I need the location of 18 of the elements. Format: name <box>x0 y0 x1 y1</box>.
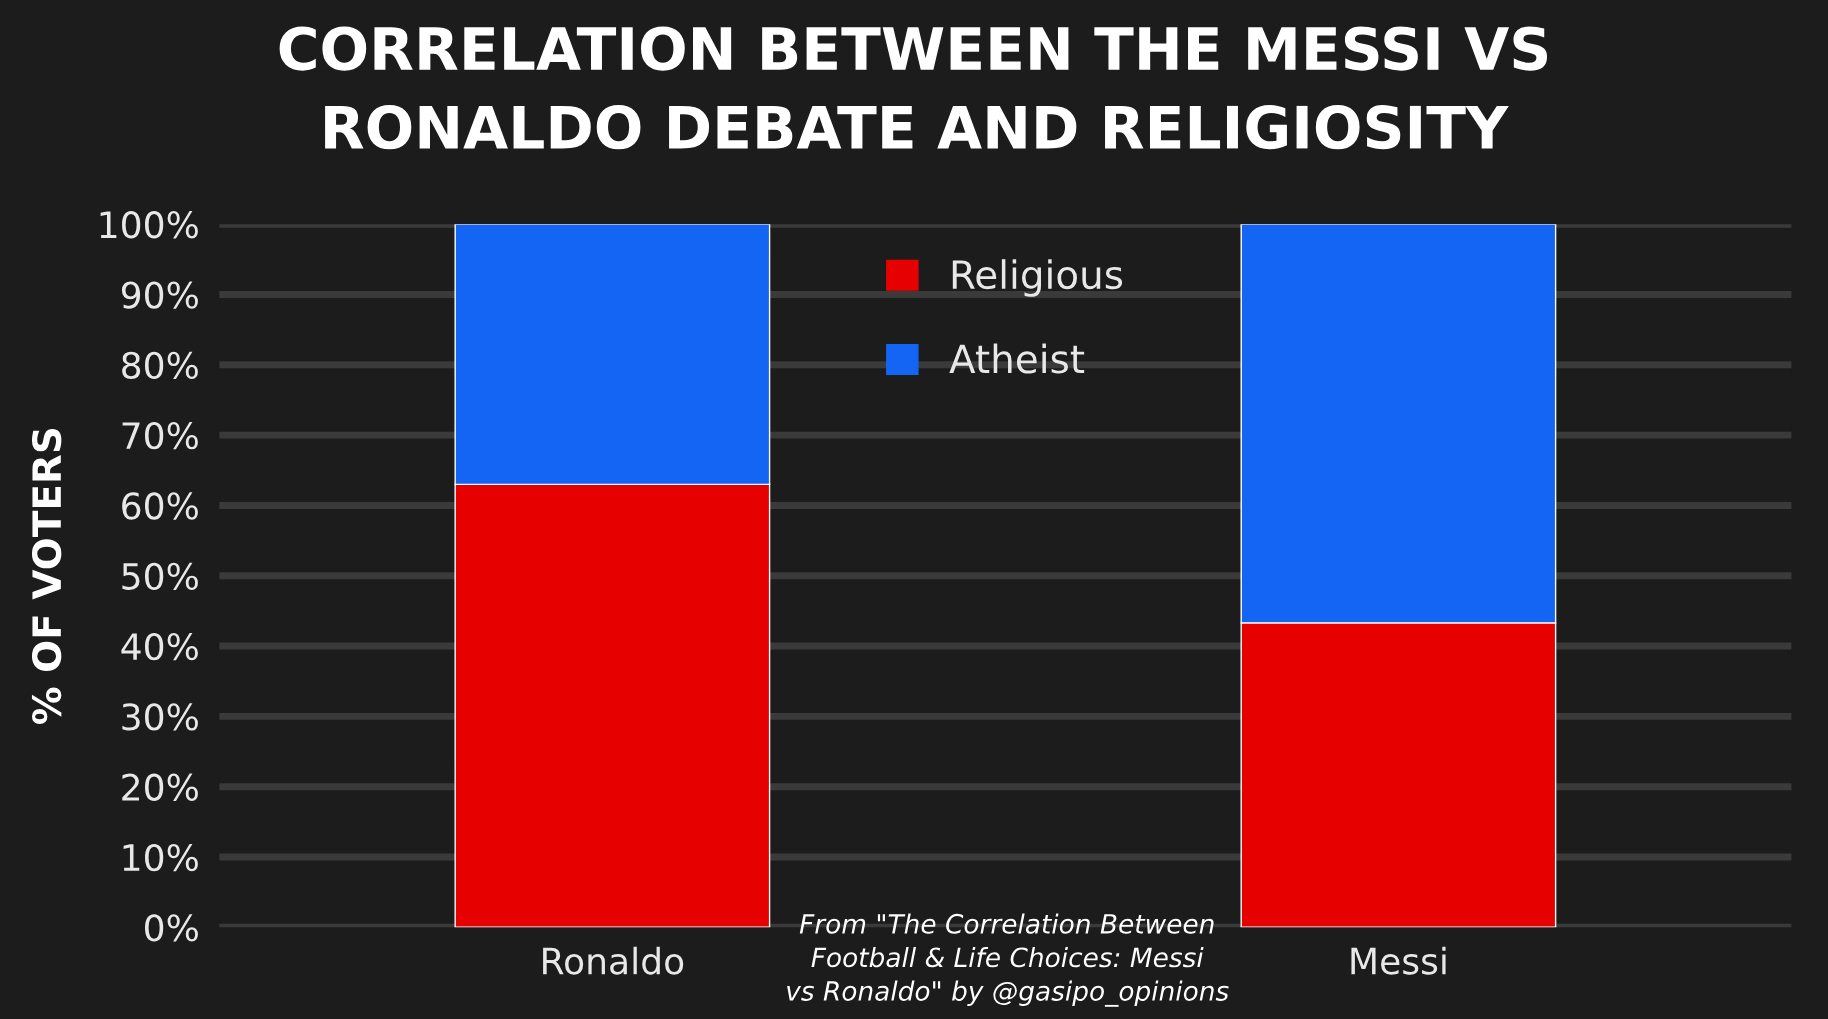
y-tick-label: 80% <box>122 351 198 380</box>
y-tick-label: 40% <box>121 632 198 661</box>
y-tick-label: 90% <box>121 281 198 309</box>
x-tick-label: Messi <box>1351 946 1446 975</box>
y-tick-label: 20% <box>122 773 198 801</box>
legend-label: Atheist <box>949 343 1085 374</box>
y-tick-label: 10% <box>123 843 198 872</box>
y-tick-label: 0% <box>145 914 198 942</box>
chart-title: CORRELATION BETWEEN THE MESSI VS RONALDO DEBATE AND RELIGIOSITY <box>279 26 1548 150</box>
y-tick-label: 70% <box>122 422 198 450</box>
y-tick-label: 50% <box>122 562 198 590</box>
annotation: From "The Correlation Between Football & Life Choices: Messi vs Ronaldo" by @gasipo_opinions <box>787 913 1229 1007</box>
y-tick-label: 30% <box>122 703 198 731</box>
y-tick-label: 100% <box>100 211 198 239</box>
x-tick-label: Ronaldo <box>543 946 684 975</box>
y-tick-label: 60% <box>122 492 198 520</box>
legend-label: Religious <box>952 259 1123 297</box>
y-axis-title: % OF VOTERS <box>31 428 62 725</box>
